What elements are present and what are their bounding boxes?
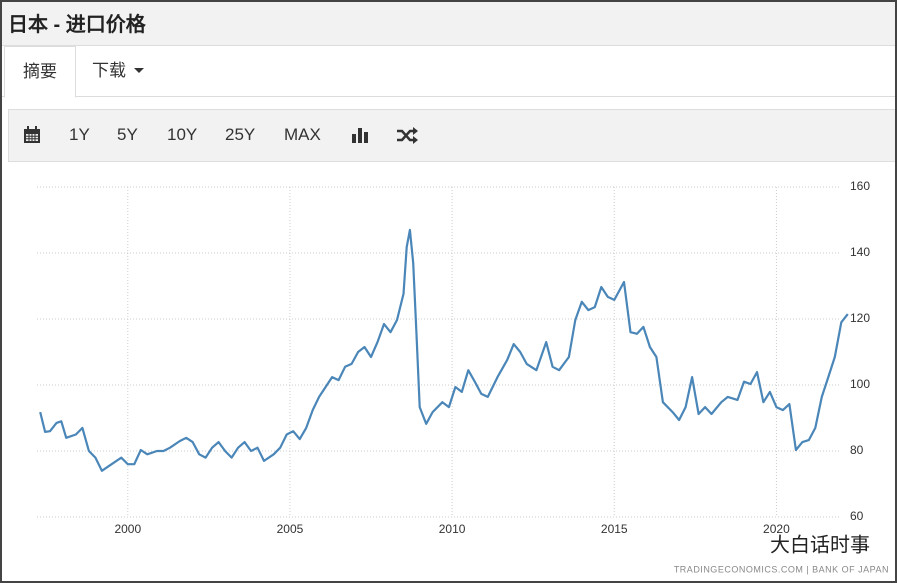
range-button[interactable]: 5Y <box>117 125 138 144</box>
caret <box>134 68 144 73</box>
range-button[interactable]: 1Y <box>69 125 90 144</box>
x-tick-label: 2015 <box>601 522 628 536</box>
y-tick-label: 60 <box>850 509 864 523</box>
x-tick-label: 2000 <box>114 522 141 536</box>
title: 日本 - 进口价格 <box>8 14 146 36</box>
tab[interactable]: 摘要 <box>4 46 76 98</box>
divider <box>2 96 895 97</box>
series-line <box>39 228 849 472</box>
bar-chart-icon[interactable] <box>351 127 369 143</box>
y-tick-label: 100 <box>850 377 870 391</box>
y-tick-label: 120 <box>850 311 870 325</box>
tab[interactable]: 下载 <box>74 46 160 96</box>
chart: TRADINGECONOMICS.COM | BANK OF JAPAN 大白话… <box>37 179 889 574</box>
source: TRADINGECONOMICS.COM | BANK OF JAPAN <box>674 564 889 574</box>
watermark: 大白话时事 <box>770 533 870 556</box>
x-tick-label: 2020 <box>763 522 790 536</box>
header: 日本 - 进口价格 <box>2 2 895 46</box>
y-tick-label: 140 <box>850 245 870 259</box>
tab-label: 下载 <box>92 61 126 80</box>
shuffle-icon[interactable] <box>396 126 418 144</box>
toolbar: 1Y 5Y 10Y 25Y MAX <box>8 109 895 162</box>
range-button[interactable]: 25Y <box>225 125 256 144</box>
y-tick-label: 160 <box>850 179 870 193</box>
range-button[interactable]: MAX <box>284 125 321 144</box>
calendar-icon[interactable] <box>23 126 41 144</box>
y-tick-label: 80 <box>850 443 864 457</box>
x-tick-label: 2010 <box>439 522 466 536</box>
range-button[interactable]: 10Y <box>167 125 198 144</box>
x-tick-label: 2005 <box>277 522 304 536</box>
